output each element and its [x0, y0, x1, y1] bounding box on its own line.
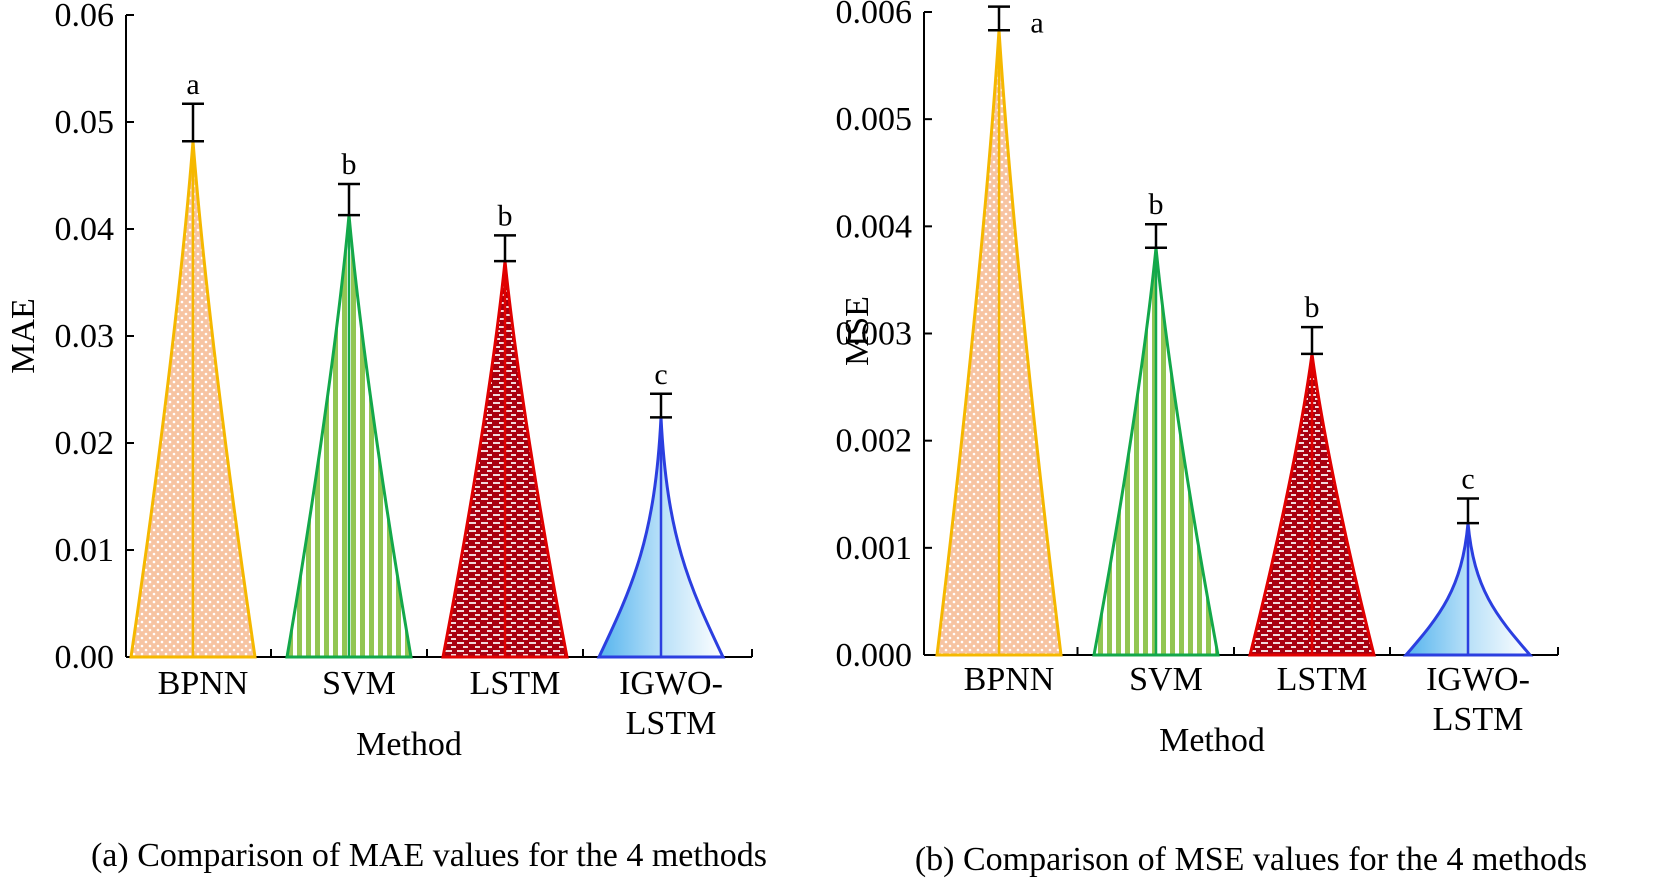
significance-label: a [1030, 7, 1043, 40]
category-label: IGWO-LSTM [1426, 661, 1530, 738]
y-tick-label: 0.02 [55, 425, 115, 462]
y-axis-title: MAE [5, 298, 42, 374]
y-tick-label: 0.03 [55, 318, 115, 355]
caption-a: (a) Comparison of MAE values for the 4 m… [91, 837, 767, 874]
x-axis-title: Method [1159, 722, 1265, 759]
chart-mse: 0.000 0.001 0.002 0.003 0.004 0.005 0.006 a BPNN… [836, 0, 1559, 759]
significance-label: c [1461, 463, 1474, 496]
significance-label: a [186, 68, 199, 101]
y-tick-label: 0.04 [55, 211, 115, 248]
category-label: SVM [322, 665, 396, 702]
y-tick-label: 0.005 [836, 101, 913, 138]
y-tick-label: 0.002 [836, 423, 913, 460]
significance-label: c [654, 358, 667, 391]
y-tick-label: 0.001 [836, 530, 913, 567]
category-label: SVM [1129, 661, 1203, 698]
y-tick-label: 0.06 [55, 0, 115, 34]
y-tick-label: 0.01 [55, 532, 115, 569]
category-label: BPNN [158, 665, 249, 702]
significance-label: b [498, 199, 513, 232]
chart-mae: 0.00 0.01 0.02 0.03 0.04 0.05 0.06 a BPNN b SVM b LS… [5, 0, 753, 763]
category-label: IGWO-LSTM [619, 665, 723, 742]
caption-b: (b) Comparison of MSE values for the 4 m… [915, 841, 1587, 878]
x-axis-title: Method [356, 726, 462, 763]
y-tick-label: 0.003 [836, 316, 913, 353]
significance-label: b [1305, 291, 1320, 324]
y-tick-label: 0.004 [836, 208, 913, 245]
y-axis-title: MSE [839, 296, 876, 366]
significance-label: b [1149, 188, 1164, 221]
category-label: BPNN [964, 661, 1055, 698]
category-label: LSTM [470, 665, 561, 702]
y-tick-label: 0.006 [836, 0, 913, 31]
y-tick-label: 0.000 [836, 637, 913, 674]
y-tick-label: 0.00 [55, 639, 115, 676]
y-tick-label: 0.05 [55, 104, 115, 141]
significance-label: b [342, 148, 357, 181]
category-label: LSTM [1277, 661, 1368, 698]
